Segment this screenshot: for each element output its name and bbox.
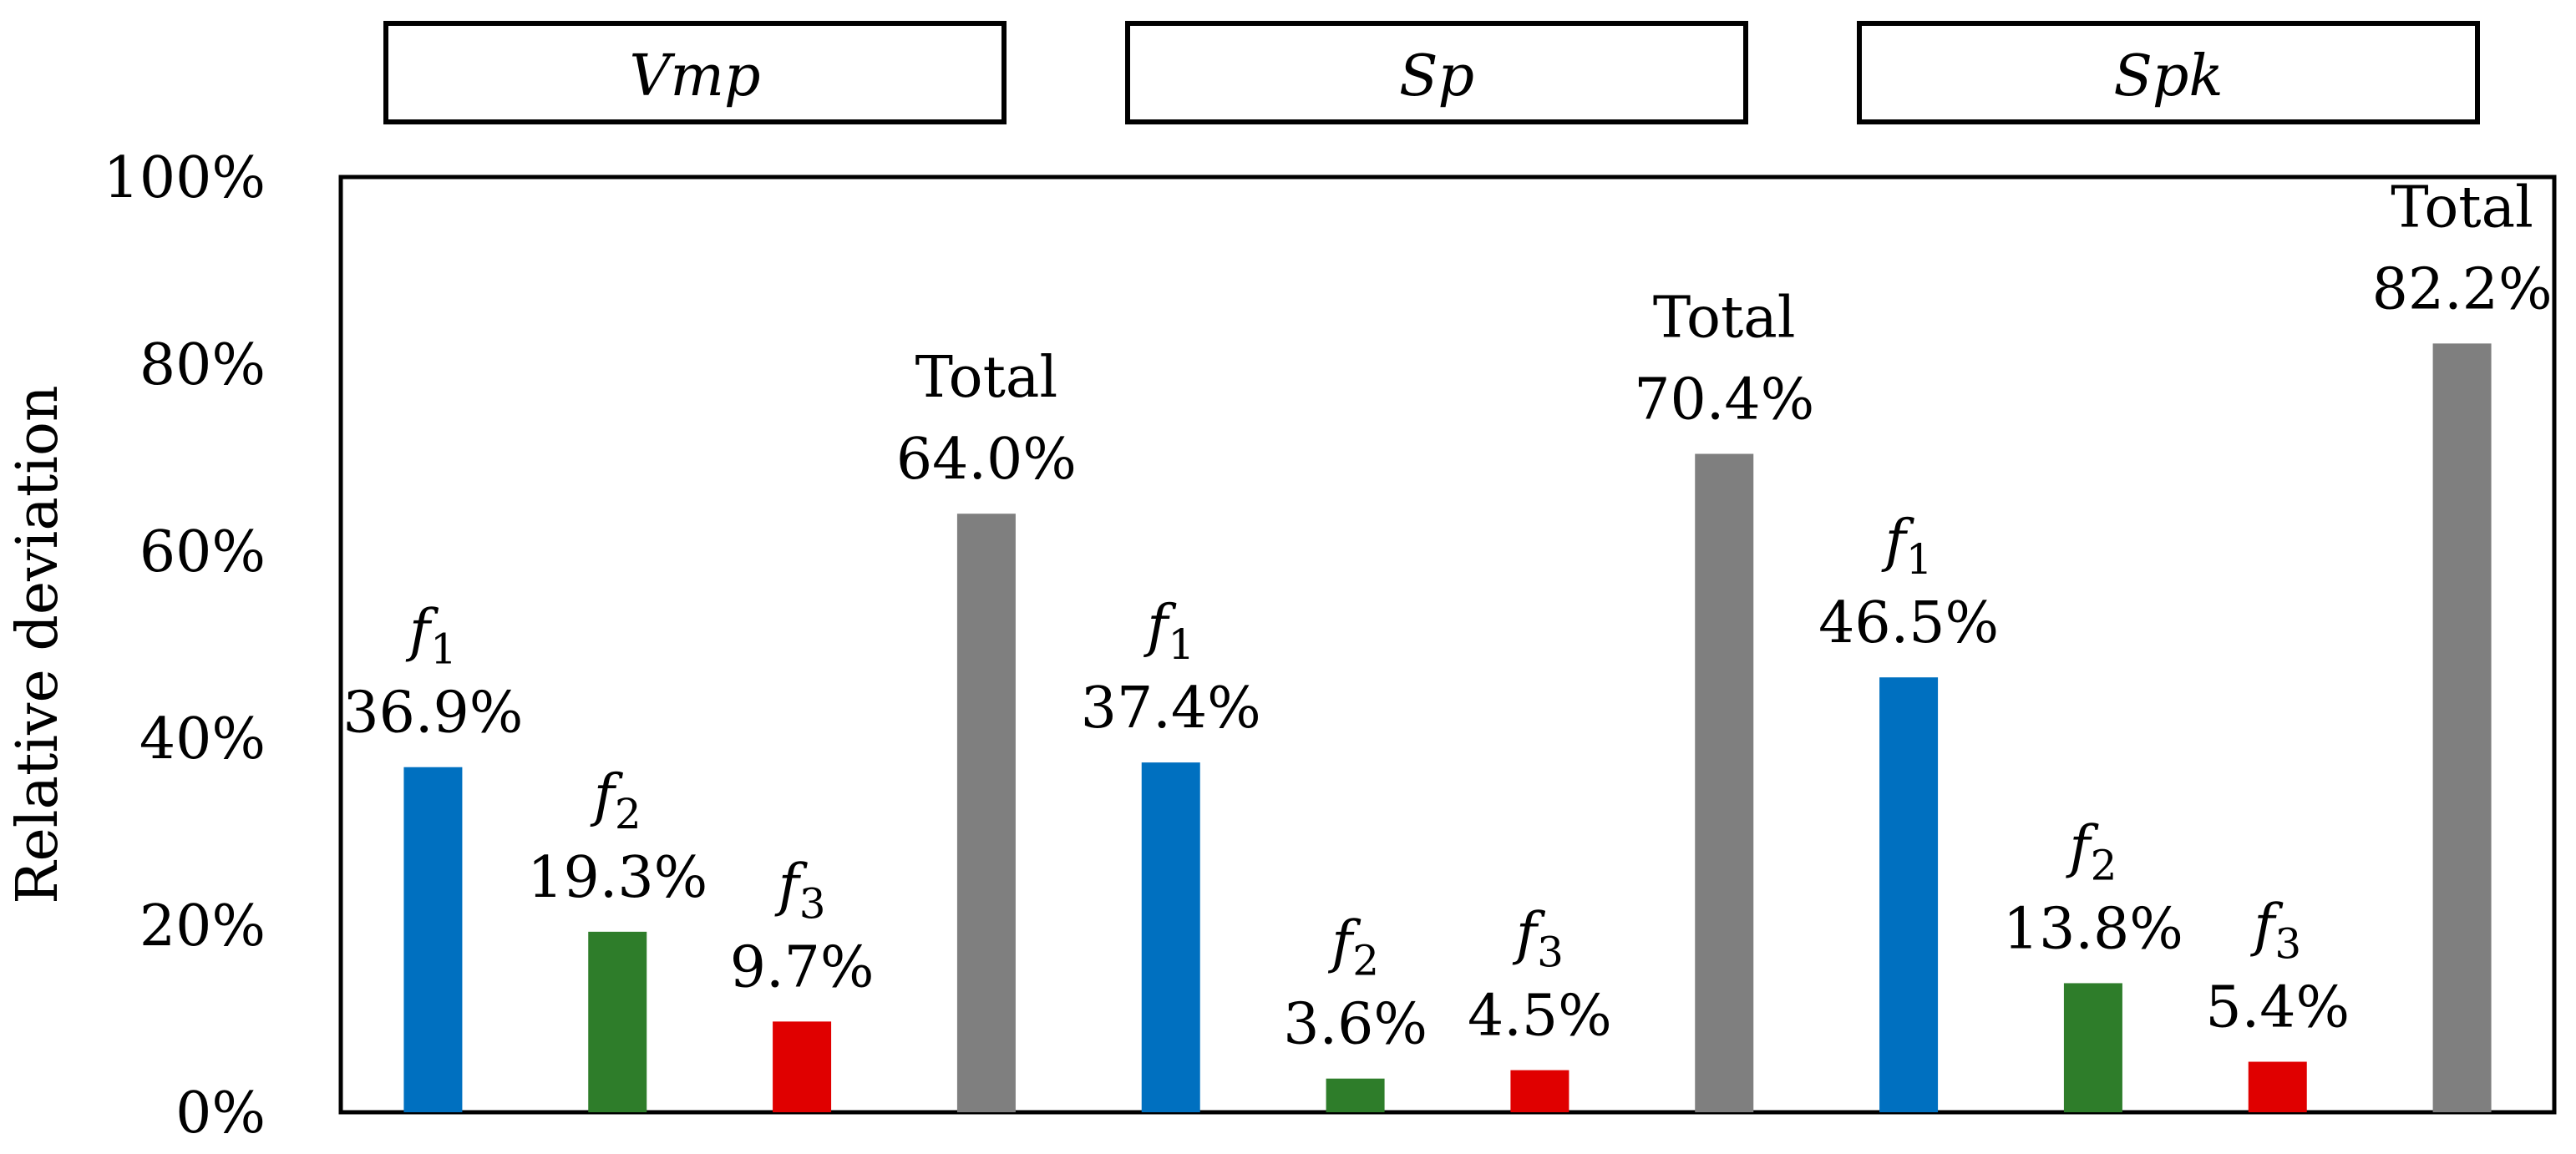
data-label-factor: f2: [590, 763, 641, 838]
data-label-value: 36.9%: [342, 681, 523, 747]
data-label-value: 46.5%: [1818, 590, 1999, 656]
data-label-factor: f3: [1512, 902, 1564, 977]
y-axis-title: Relative deviation: [5, 385, 71, 903]
bar-vmp-total: [956, 514, 1016, 1112]
data-label-value: 13.8%: [2003, 896, 2183, 962]
bar-spk-total: [2432, 343, 2492, 1112]
data-label-factor: f3: [774, 853, 826, 928]
y-tick-label: 0%: [175, 1081, 266, 1146]
group-label-sp: Sp: [1399, 43, 1474, 109]
data-label-value: 37.4%: [1081, 676, 1261, 741]
data-label-value: 5.4%: [2205, 975, 2350, 1041]
bar-spk-f1: [1879, 677, 1939, 1112]
y-tick-label: 40%: [139, 706, 266, 772]
data-label-value: 19.3%: [527, 845, 707, 911]
group-label-spk: Spk: [2113, 43, 2223, 109]
data-label-value: 82.2%: [2372, 256, 2553, 322]
y-tick-label: 60%: [139, 519, 266, 585]
data-label-factor: f2: [2065, 814, 2117, 889]
bar-sp-f3: [1510, 1070, 1569, 1112]
group-label-vmp: Vmp: [629, 43, 760, 109]
bars: [403, 343, 2492, 1112]
y-tick-label: 20%: [139, 893, 266, 959]
data-label-factor: f1: [1143, 594, 1194, 669]
bar-sp-f1: [1141, 762, 1200, 1112]
group-header-vmp: Vmp: [383, 21, 1007, 124]
bar-spk-f2: [2063, 983, 2122, 1112]
data-label-value: 64.0%: [896, 427, 1077, 493]
data-label-value: 4.5%: [1468, 984, 1612, 1050]
bar-sp-f2: [1326, 1078, 1385, 1112]
bar-sp-total: [1695, 453, 1754, 1112]
data-label-value: 3.6%: [1283, 992, 1427, 1058]
bar-spk-f3: [2248, 1061, 2307, 1112]
group-header-spk: Spk: [1857, 21, 2480, 124]
bar-vmp-f1: [403, 767, 463, 1112]
y-tick-label: 80%: [139, 332, 266, 398]
y-tick-label: 100%: [104, 145, 266, 211]
data-label-factor: f3: [2249, 893, 2301, 969]
bar-vmp-f2: [588, 931, 647, 1112]
group-header-sp: Sp: [1125, 21, 1748, 124]
plot-area: [338, 175, 2557, 1115]
data-label-value: 9.7%: [730, 934, 875, 1000]
data-label-factor: Total: [2391, 175, 2533, 240]
y-axis-ticks: 0% 20% 40% 60% 80% 100%: [104, 145, 266, 1146]
data-label-factor: f1: [1881, 509, 1933, 584]
data-labels: 36.9%f119.3%f29.7%f364.0%Total37.4%f13.6…: [342, 175, 2552, 1057]
data-label-value: 70.4%: [1634, 367, 1814, 433]
data-label-factor: Total: [915, 345, 1058, 411]
bar-vmp-f3: [773, 1021, 832, 1112]
data-label-factor: f2: [1327, 910, 1379, 985]
data-label-factor: f1: [405, 599, 457, 674]
data-label-factor: Total: [1653, 286, 1796, 352]
